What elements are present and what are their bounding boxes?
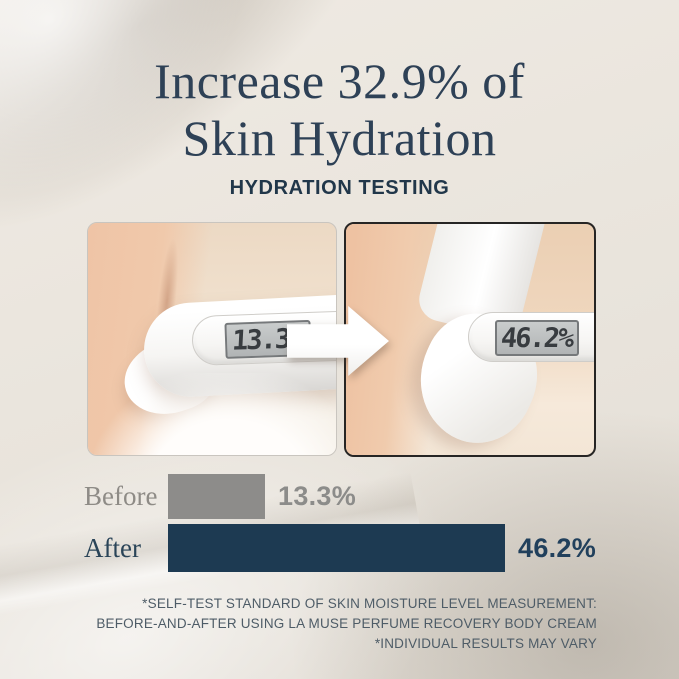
value-label-after: 46.2% — [518, 532, 597, 563]
arrow-right-icon — [287, 306, 389, 376]
disclaimer-text: *SELF-TEST STANDARD OF SKIN MOISTURE LEV… — [96, 594, 597, 654]
title-line-2: Skin Hydration — [182, 110, 497, 166]
category-label-after: After — [84, 532, 141, 563]
disclaimer-line-3: *INDIVIDUAL RESULTS MAY VARY — [374, 636, 597, 651]
chart-row-after: After 46.2% — [84, 524, 596, 572]
category-label-before: Before — [84, 481, 158, 511]
arrow-shape — [287, 306, 389, 376]
device-display-housing: 46.2% — [468, 312, 594, 362]
title-line-1: Increase 32.9% of — [154, 53, 525, 109]
chart-row-before: Before 13.3% — [84, 474, 356, 519]
disclaimer-line-1: *SELF-TEST STANDARD OF SKIN MOISTURE LEV… — [142, 596, 597, 611]
bar-after — [168, 524, 505, 572]
value-label-before: 13.3% — [278, 481, 357, 511]
disclaimer-line-2: BEFORE-AND-AFTER USING LA MUSE PERFUME R… — [96, 616, 597, 631]
lcd-reading-after: 46.2% — [500, 322, 574, 354]
soft-light-glow — [94, 373, 336, 455]
bar-before — [168, 474, 265, 519]
page-title: Increase 32.9% of Skin Hydration — [0, 53, 679, 167]
subtitle-hydration-testing: HYDRATION TESTING — [229, 177, 450, 199]
lcd-display: 46.2% — [495, 320, 579, 356]
